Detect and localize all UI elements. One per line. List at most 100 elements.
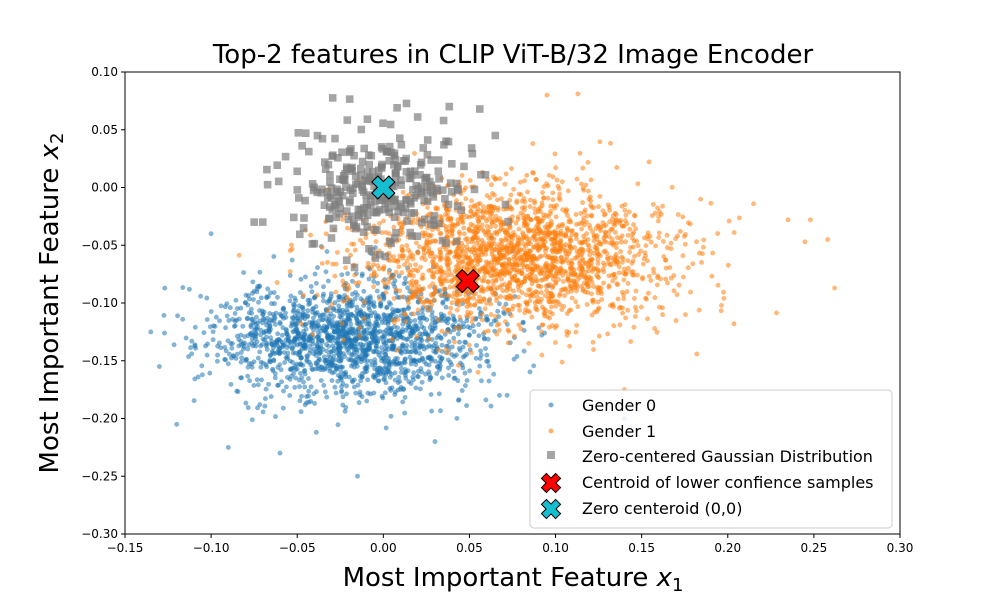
scatter-point-gender-0 xyxy=(447,359,453,365)
scatter-point-gender-1 xyxy=(595,306,601,312)
scatter-point-gender-1 xyxy=(409,287,415,293)
scatter-point-gender-0 xyxy=(402,410,408,416)
scatter-point-gender-1 xyxy=(544,92,550,98)
scatter-point-gender-1 xyxy=(588,212,594,218)
legend-marker-gender-1 xyxy=(548,428,554,434)
scatter-point-zero-centered-gaussian-distribution xyxy=(397,140,406,149)
scatter-point-gender-1 xyxy=(362,299,367,305)
scatter-point-gender-0 xyxy=(258,295,264,301)
scatter-point-gender-1 xyxy=(522,199,528,205)
scatter-point-gender-1 xyxy=(332,273,338,279)
scatter-point-zero-centered-gaussian-distribution xyxy=(259,218,267,226)
scatter-point-gender-0 xyxy=(191,398,197,404)
scatter-point-gender-0 xyxy=(397,378,403,384)
scatter-point-gender-1 xyxy=(484,300,489,306)
scatter-point-gender-0 xyxy=(446,372,452,378)
scatter-point-gender-0 xyxy=(331,345,337,351)
scatter-point-gender-0 xyxy=(193,345,199,351)
scatter-point-gender-1 xyxy=(490,278,496,284)
scatter-point-gender-0 xyxy=(383,372,389,378)
scatter-point-gender-1 xyxy=(607,255,613,261)
scatter-point-gender-0 xyxy=(352,296,358,302)
scatter-point-gender-0 xyxy=(304,314,310,320)
scatter-point-gender-0 xyxy=(260,409,266,415)
scatter-point-gender-1 xyxy=(611,323,617,329)
scatter-point-gender-1 xyxy=(470,229,476,234)
scatter-point-gender-1 xyxy=(612,229,618,235)
scatter-point-gender-1 xyxy=(751,201,757,207)
scatter-point-gender-0 xyxy=(265,286,271,292)
scatter-point-gender-1 xyxy=(427,307,432,313)
scatter-point-gender-1 xyxy=(577,259,583,264)
scatter-point-gender-0 xyxy=(264,319,270,324)
scatter-point-zero-centered-gaussian-distribution xyxy=(273,161,281,169)
scatter-point-gender-0 xyxy=(328,349,334,355)
scatter-point-zero-centered-gaussian-distribution xyxy=(373,207,381,216)
scatter-point-zero-centered-gaussian-distribution xyxy=(302,129,310,137)
scatter-point-gender-0 xyxy=(434,371,440,376)
scatter-point-gender-0 xyxy=(324,324,330,330)
scatter-point-gender-1 xyxy=(615,282,621,288)
scatter-point-gender-0 xyxy=(312,400,318,406)
scatter-point-gender-1 xyxy=(523,217,529,223)
scatter-point-gender-0 xyxy=(285,338,291,344)
scatter-point-gender-0 xyxy=(224,313,230,319)
scatter-point-zero-centered-gaussian-distribution xyxy=(385,142,394,151)
scatter-point-gender-1 xyxy=(351,241,357,247)
scatter-point-gender-1 xyxy=(340,337,346,343)
scatter-point-gender-0 xyxy=(268,290,274,296)
scatter-point-gender-1 xyxy=(581,274,587,280)
scatter-point-gender-0 xyxy=(271,314,277,320)
scatter-point-gender-0 xyxy=(363,342,369,347)
scatter-point-zero-centered-gaussian-distribution xyxy=(393,104,401,112)
scatter-point-gender-1 xyxy=(449,277,455,283)
scatter-point-gender-0 xyxy=(405,304,411,310)
scatter-point-gender-1 xyxy=(537,245,543,251)
scatter-point-gender-0 xyxy=(372,366,378,372)
scatter-point-gender-1 xyxy=(527,265,533,271)
scatter-point-gender-1 xyxy=(476,218,482,224)
scatter-point-gender-1 xyxy=(357,325,363,331)
scatter-point-gender-0 xyxy=(329,370,335,376)
scatter-point-gender-1 xyxy=(489,216,495,222)
scatter-point-gender-0 xyxy=(183,335,189,341)
scatter-point-gender-0 xyxy=(189,338,195,344)
scatter-point-zero-centered-gaussian-distribution xyxy=(447,187,456,196)
scatter-point-gender-0 xyxy=(374,288,380,294)
scatter-point-zero-centered-gaussian-distribution xyxy=(435,175,443,183)
scatter-point-gender-1 xyxy=(468,350,474,356)
scatter-point-gender-1 xyxy=(515,258,521,264)
scatter-point-gender-0 xyxy=(335,351,341,357)
scatter-point-gender-1 xyxy=(386,270,392,276)
scatter-point-gender-1 xyxy=(399,294,405,300)
scatter-point-zero-centered-gaussian-distribution xyxy=(329,224,338,233)
scatter-point-gender-0 xyxy=(419,324,425,330)
scatter-point-gender-1 xyxy=(499,262,505,268)
scatter-point-gender-1 xyxy=(568,307,574,313)
scatter-point-gender-1 xyxy=(620,223,626,229)
scatter-point-gender-1 xyxy=(554,177,560,183)
scatter-point-gender-1 xyxy=(465,309,471,315)
scatter-point-gender-0 xyxy=(253,314,259,320)
scatter-point-gender-1 xyxy=(496,228,502,234)
scatter-point-zero-centered-gaussian-distribution xyxy=(349,189,357,198)
scatter-point-gender-0 xyxy=(484,317,490,323)
scatter-point-gender-0 xyxy=(324,342,330,348)
scatter-point-zero-centered-gaussian-distribution xyxy=(318,134,327,143)
scatter-point-zero-centered-gaussian-distribution xyxy=(419,144,427,152)
scatter-point-gender-0 xyxy=(250,343,256,349)
scatter-point-gender-0 xyxy=(294,366,300,372)
scatter-point-gender-0 xyxy=(243,357,249,363)
scatter-point-gender-1 xyxy=(443,293,449,298)
scatter-point-gender-1 xyxy=(567,241,573,247)
scatter-point-gender-0 xyxy=(416,345,422,351)
scatter-point-gender-0 xyxy=(238,359,244,365)
scatter-point-gender-1 xyxy=(527,257,533,263)
scatter-point-gender-0 xyxy=(301,379,306,385)
scatter-point-gender-1 xyxy=(525,189,530,195)
scatter-point-gender-1 xyxy=(599,297,605,303)
scatter-point-gender-0 xyxy=(248,306,254,312)
scatter-point-gender-0 xyxy=(365,312,371,318)
scatter-point-gender-0 xyxy=(363,348,369,354)
scatter-point-gender-1 xyxy=(579,181,584,187)
